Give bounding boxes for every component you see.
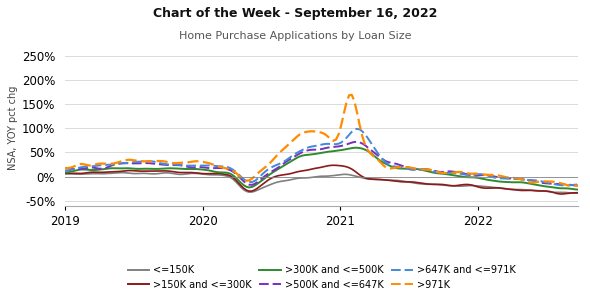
Text: Home Purchase Applications by Loan Size: Home Purchase Applications by Loan Size — [179, 31, 411, 41]
Y-axis label: NSA, YOY pct chg: NSA, YOY pct chg — [8, 86, 18, 170]
Legend: <=150K, >150K and <=300K, >300K and <=500K, >500K and <=647K, >647K and <=971K, : <=150K, >150K and <=300K, >300K and <=50… — [124, 261, 519, 294]
Text: Chart of the Week - September 16, 2022: Chart of the Week - September 16, 2022 — [153, 7, 437, 21]
